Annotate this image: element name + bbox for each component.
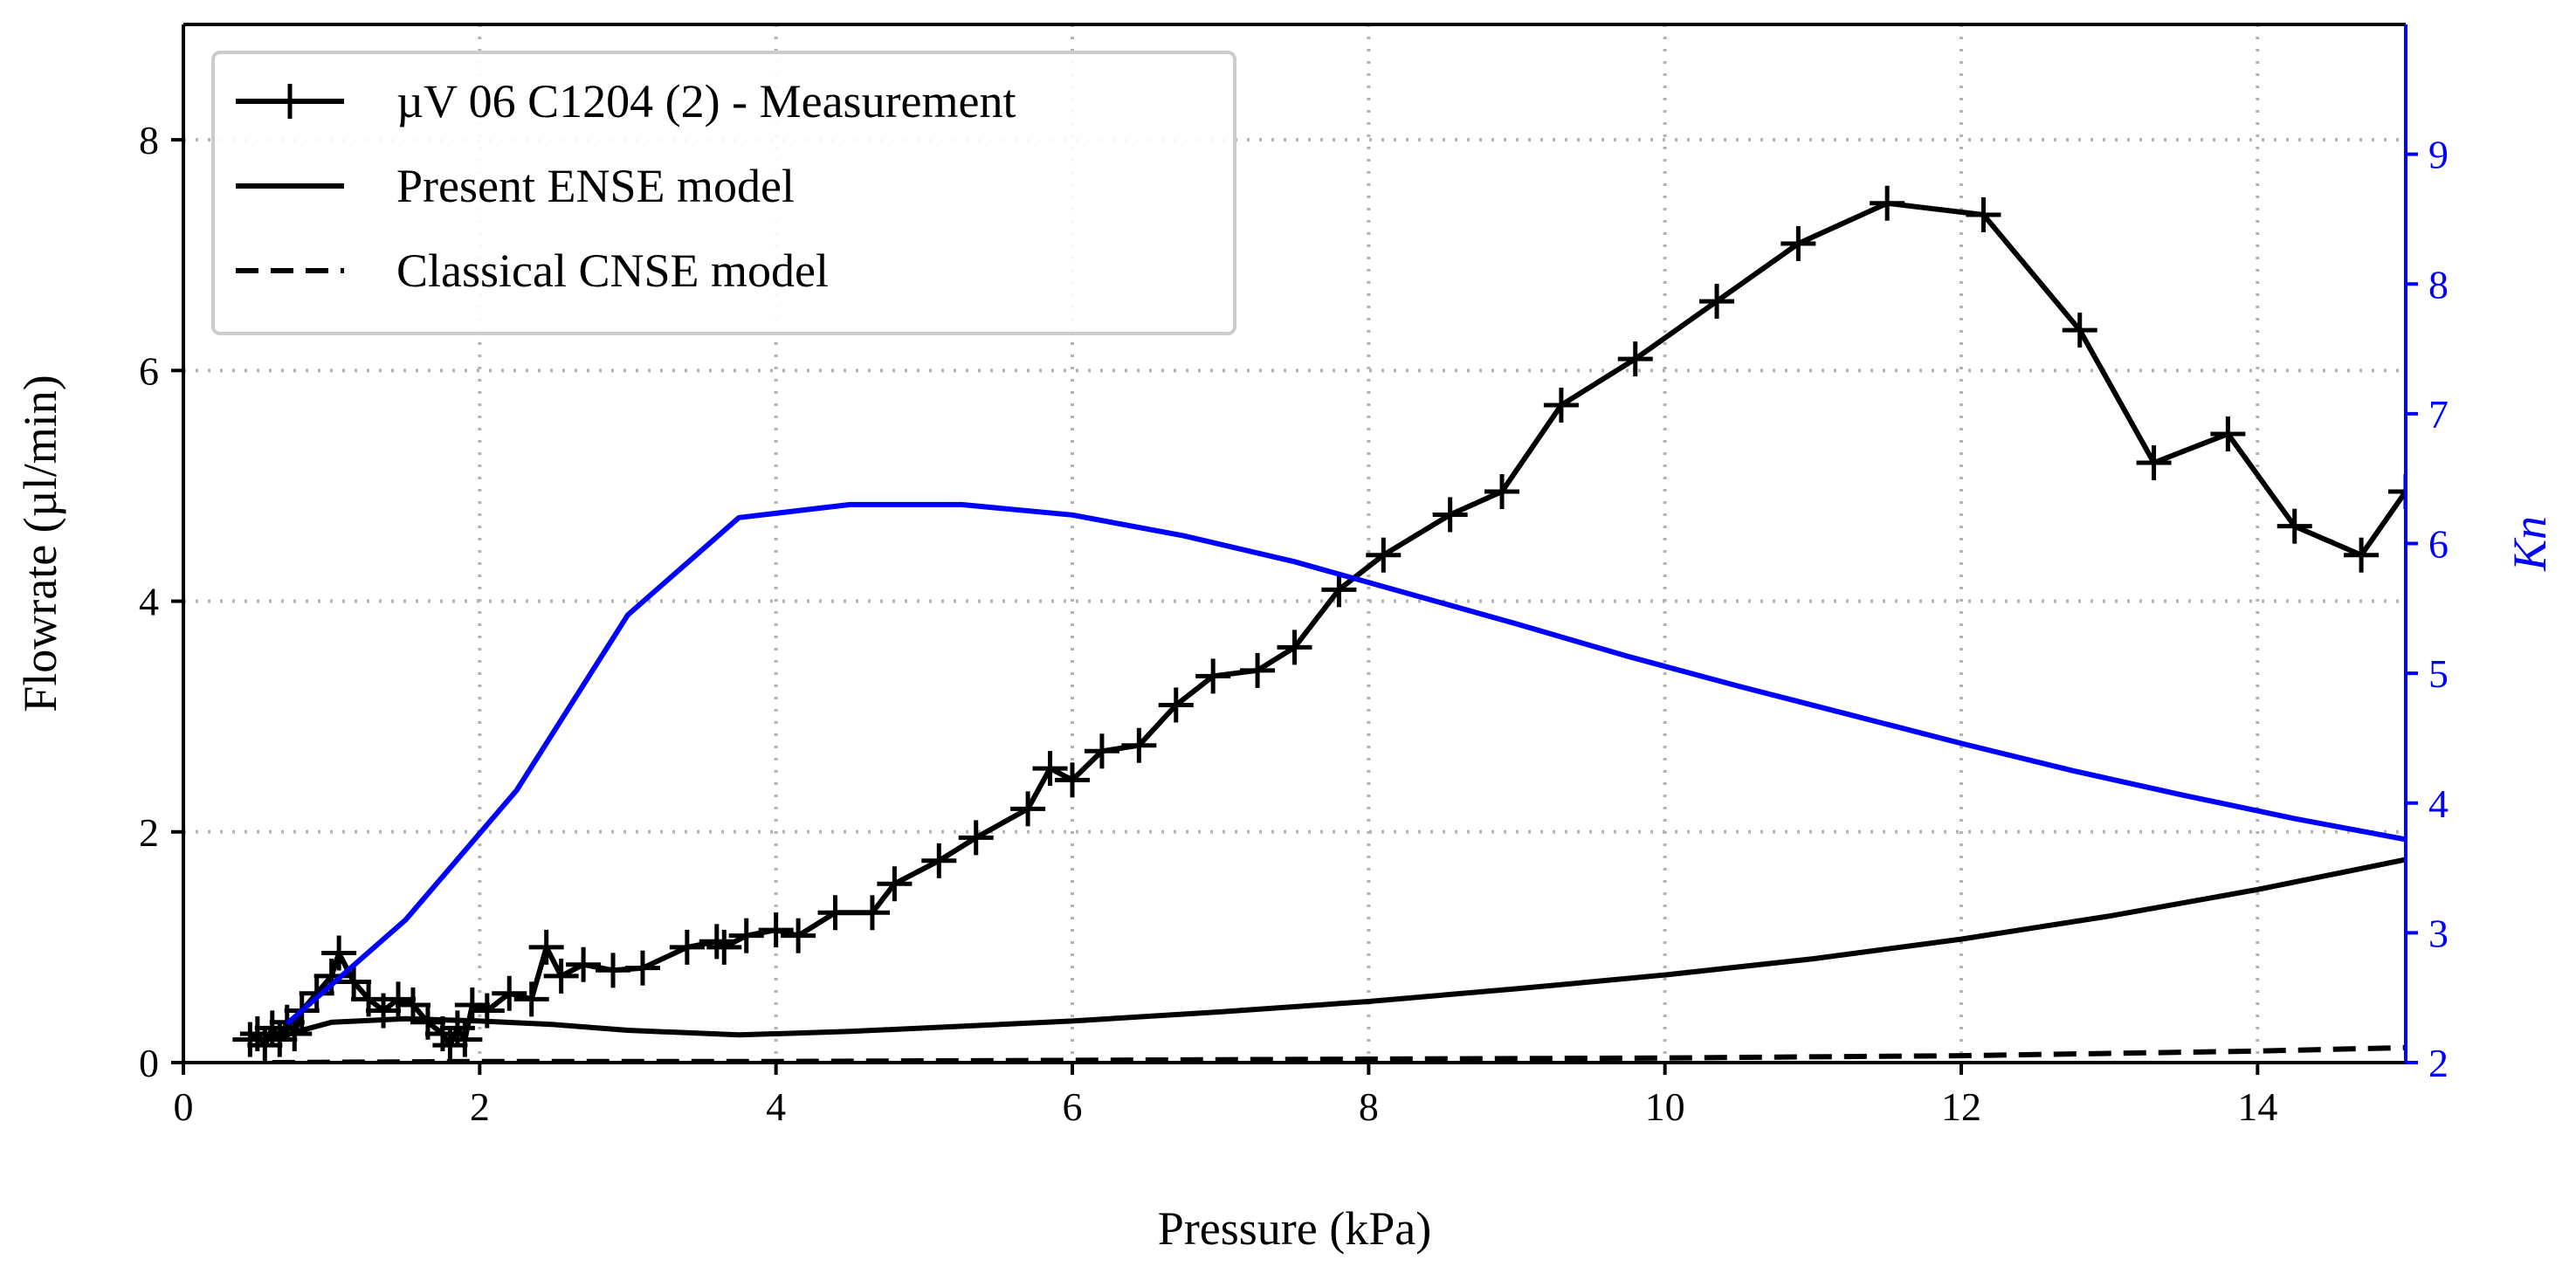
measurement-point (1055, 762, 1090, 798)
series-layer (232, 185, 2406, 1063)
measurement-point (1432, 497, 1468, 533)
measurement-point (1277, 630, 1312, 665)
legend: µV 06 C1204 (2) - Measurement Present ENS… (211, 51, 1236, 335)
measurement-point (1699, 284, 1735, 320)
measurement-point (2210, 416, 2246, 451)
measurement-point (706, 929, 742, 965)
measurement-point (1195, 658, 1231, 694)
measurement-point (1084, 733, 1119, 769)
measurement-point (1158, 687, 1194, 723)
measurement-point (624, 950, 660, 986)
x-tick-label: 0 (174, 1084, 194, 1129)
y2-tick-label: 2 (2428, 1041, 2449, 1085)
measurement-point (699, 924, 734, 960)
measurement-point (447, 1022, 483, 1057)
measurement-point (232, 1022, 268, 1057)
y-tick-label: 6 (139, 348, 159, 393)
measurement-point (528, 929, 564, 965)
measurement-point (299, 975, 334, 1011)
x-tick-label: 12 (1941, 1084, 1981, 1129)
ense-model-line (271, 857, 2406, 1043)
kn-line (285, 501, 2406, 1026)
legend-label-ense-model: Present ENSE model (396, 160, 795, 212)
measurement-point (336, 964, 372, 1000)
y-tick-label: 0 (139, 1041, 159, 1085)
legend-box (211, 51, 1236, 335)
measurement-point (432, 1028, 468, 1063)
y2-tick-label: 7 (2428, 392, 2449, 437)
x-tick-label: 6 (1063, 1084, 1083, 1129)
measurement-point (1617, 341, 1653, 377)
measurement-point (321, 935, 357, 971)
measurement-point (381, 981, 417, 1017)
measurement-point (1543, 387, 1579, 423)
measurement-point (1780, 226, 1816, 262)
y-axis-title: Flowrate (µl/min) (14, 375, 66, 712)
measurement-point (247, 1028, 283, 1063)
measurement-point (1321, 572, 1357, 608)
legend-label-cnse-model: Classical CNSE model (396, 244, 829, 297)
y2-tick-label: 3 (2428, 911, 2449, 955)
measurement-point (877, 866, 913, 902)
y2-tick-label: 6 (2428, 522, 2449, 567)
y2-tick-label: 4 (2428, 781, 2449, 826)
measurement-point (1032, 751, 1068, 787)
measurement-point (758, 912, 794, 948)
measurement-point (781, 918, 816, 953)
legend-label-measurement: µV 06 C1204 (2) - Measurement (396, 75, 1016, 127)
measurement-point (2344, 537, 2380, 573)
y2-tick-label: 9 (2428, 133, 2449, 177)
measurement-point (921, 843, 957, 878)
x-tick-label: 4 (766, 1084, 786, 1129)
measurement-point (1121, 727, 1157, 763)
x-axis-title: Pressure (kPa) (1158, 1202, 1431, 1255)
measurement-point (2062, 313, 2097, 348)
x-tick-label: 10 (1645, 1084, 1685, 1129)
measurement-point (2136, 445, 2172, 481)
measurement-point (2388, 474, 2406, 510)
x-tick-label: 2 (470, 1084, 490, 1129)
measurement-point (728, 918, 764, 953)
measurement-point (958, 820, 994, 856)
y-tick-label: 4 (139, 580, 159, 624)
measurement-point (543, 958, 579, 994)
x-tick-label: 8 (1359, 1084, 1379, 1129)
y2-tick-label: 5 (2428, 651, 2449, 696)
measurement-point (513, 981, 549, 1017)
y-tick-label: 8 (139, 118, 159, 162)
y-tick-label: 2 (139, 810, 159, 855)
measurement-point (454, 987, 490, 1022)
measurement-point (1870, 185, 1905, 221)
measurement-point (1484, 474, 1520, 510)
measurement-point (2276, 508, 2312, 544)
axes: 0 2 4 6 8 10 12 14 0 2 4 6 8 2 3 4 5 6 7 8 9 (139, 23, 2449, 1129)
measurement-point (566, 946, 602, 982)
x-tick-label: 14 (2237, 1084, 2277, 1129)
measurement-line (248, 200, 2406, 1049)
measurement-point (596, 953, 631, 988)
measurement-point (669, 929, 705, 965)
measurement-point (1966, 196, 2001, 232)
measurement-point (492, 975, 527, 1011)
measurement-point (1240, 652, 1276, 688)
measurement-point (854, 895, 890, 931)
measurement-point (1010, 791, 1046, 827)
y2-axis-title: Kn (2504, 516, 2556, 572)
measurement-point (817, 895, 853, 931)
y2-tick-label: 8 (2428, 262, 2449, 306)
measurement-point (1366, 537, 1402, 573)
cnse-model-line (272, 1044, 2406, 1063)
